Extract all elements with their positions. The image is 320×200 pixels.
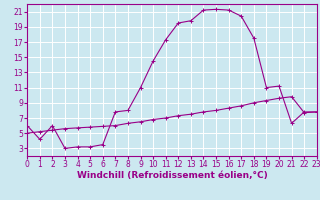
X-axis label: Windchill (Refroidissement éolien,°C): Windchill (Refroidissement éolien,°C) <box>76 171 268 180</box>
